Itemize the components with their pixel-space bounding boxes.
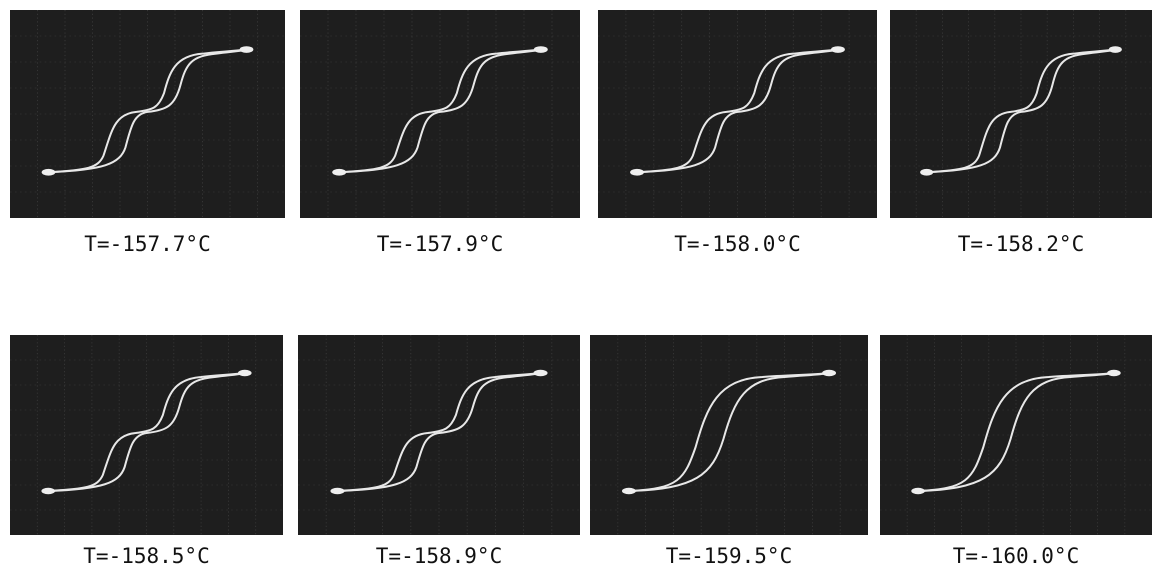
trace-area [298, 335, 580, 535]
trace-area [10, 335, 283, 535]
figure: T=-157.7°C T=-157.9°C T=-158.0°C T=-158.2°C… [0, 0, 1156, 580]
trace-element [622, 488, 636, 494]
trace-area [598, 10, 877, 218]
trace-element [48, 373, 245, 491]
caption: T=-157.7°C [10, 232, 285, 256]
trace-area [10, 10, 285, 218]
oscilloscope-photo [10, 335, 283, 535]
trace-element [238, 370, 252, 376]
trace-element [337, 373, 540, 491]
trace-element [1109, 46, 1122, 53]
oscilloscope-photo [880, 335, 1152, 535]
caption: T=-160.0°C [880, 544, 1152, 568]
trace-element [831, 46, 845, 53]
caption: T=-158.9°C [298, 544, 580, 568]
trace-element [630, 169, 644, 176]
trace-element [629, 373, 829, 491]
trace-element [533, 370, 547, 376]
oscilloscope-photo [298, 335, 580, 535]
oscilloscope-photo [598, 10, 877, 218]
caption: T=-157.9°C [300, 232, 580, 256]
trace-element [918, 373, 1114, 491]
trace-area [890, 10, 1152, 218]
oscilloscope-photo [10, 10, 285, 218]
trace-element [629, 373, 829, 491]
caption: T=-158.2°C [890, 232, 1152, 256]
caption: T=-158.0°C [598, 232, 877, 256]
caption: T=-159.5°C [590, 544, 868, 568]
caption: T=-158.5°C [10, 544, 283, 568]
trace-element [927, 50, 1116, 173]
trace-element [918, 373, 1114, 491]
trace-element [822, 370, 836, 376]
trace-element [534, 46, 548, 53]
oscilloscope-photo [300, 10, 580, 218]
trace-element [41, 488, 55, 494]
trace-area [300, 10, 580, 218]
trace-element [42, 169, 56, 176]
trace-element [49, 50, 247, 173]
trace-element [330, 488, 344, 494]
trace-element [637, 50, 838, 173]
oscilloscope-photo [590, 335, 868, 535]
trace-element [339, 50, 541, 173]
trace-area [590, 335, 868, 535]
trace-element [920, 169, 933, 176]
oscilloscope-photo [890, 10, 1152, 218]
trace-element [332, 169, 346, 176]
trace-area [880, 335, 1152, 535]
trace-element [911, 488, 925, 494]
trace-element [1107, 370, 1121, 376]
trace-element [240, 46, 254, 53]
